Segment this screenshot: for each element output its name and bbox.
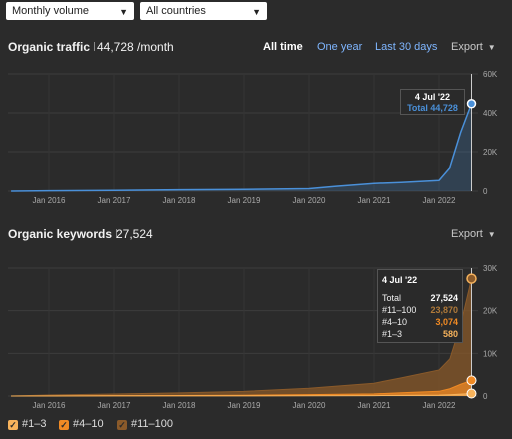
keywords-export-button[interactable]: Export ▼ [451, 228, 496, 240]
tooltip-row-label: #1–3 [382, 329, 403, 339]
traffic-tooltip-total: Total 44,728 [407, 103, 458, 113]
x-tick-label: Jan 2017 [98, 401, 131, 410]
x-tick-label: Jan 2021 [358, 401, 391, 410]
traffic-value: 44,728 /month [97, 40, 174, 54]
chevron-down-icon: ▼ [119, 7, 128, 17]
x-tick-label: Jan 2020 [293, 401, 326, 410]
x-tick-label: Jan 2016 [33, 196, 66, 205]
tooltip-row-value: 580 [442, 329, 458, 339]
caret-down-icon: ▼ [487, 230, 496, 239]
tooltip-row-value: 27,524 [430, 293, 458, 303]
series-11-100-line [11, 278, 472, 397]
series-1-3-line [11, 393, 472, 397]
series-1-3-area [11, 393, 472, 396]
tooltip-row-label: Total [382, 293, 402, 303]
point-total [466, 273, 477, 284]
traffic-tooltip: 4 Jul '22 Total 44,728 [400, 89, 465, 115]
country-select-label: All countries [146, 5, 206, 17]
caret-down-icon: ▼ [487, 43, 496, 52]
traffic-export-button[interactable]: Export ▼ [451, 41, 496, 53]
x-tick-label: Jan 2022 [423, 401, 456, 410]
keywords-tooltip: 4 Jul '22 Total 27,524 #11–100 23,870 #4–10 3… [377, 269, 463, 343]
x-tick-label: Jan 2018 [163, 401, 196, 410]
x-tick-label: Jan 2019 [228, 196, 261, 205]
y-tick-label: 30K [483, 264, 498, 273]
keywords-tooltip-date: 4 Jul '22 [382, 275, 418, 285]
tooltip-row-value: 3,074 [435, 317, 458, 327]
x-tick-label: Jan 2018 [163, 196, 196, 205]
checkbox-icon: ✓ [59, 420, 69, 430]
volume-select-label: Monthly volume [12, 5, 90, 17]
keywords-value: 27,524 [116, 227, 153, 241]
point-4-10 [466, 375, 477, 386]
legend-item-top100[interactable]: ✓ #11–100 [117, 418, 174, 430]
y-tick-label: 0 [483, 187, 488, 196]
country-select[interactable]: All countries ▼ [140, 2, 267, 20]
y-tick-label: 20K [483, 148, 498, 157]
y-tick-label: 40K [483, 109, 498, 118]
x-tick-label: Jan 2022 [423, 196, 456, 205]
legend-item-top10[interactable]: ✓ #4–10 [59, 418, 104, 430]
tab-one-year[interactable]: One year [317, 41, 363, 53]
series-4-10-area [11, 380, 472, 396]
traffic-chart: 0 20K 40K 60K Jan 2016 Jan 2017 Jan 2018 Jan 20… [8, 70, 498, 205]
checkbox-icon: ✓ [117, 420, 127, 430]
y-tick-label: 60K [483, 70, 498, 79]
tooltip-row-label: #4–10 [382, 317, 408, 327]
traffic-title: Organic traffic [8, 40, 98, 54]
keywords-chart: 0 10K 20K 30K Jan 2016 Jan 2017 Jan 2018 Jan 20… [8, 264, 498, 410]
tab-all-time[interactable]: All time [263, 41, 303, 53]
series-11-100-area [11, 278, 472, 396]
info-icon [116, 229, 120, 238]
x-tick-label: Jan 2020 [293, 196, 326, 205]
traffic-area [11, 103, 472, 191]
traffic-tooltip-date: 4 Jul '22 [414, 92, 451, 102]
x-tick-label: Jan 2017 [98, 196, 131, 205]
tooltip-row-label: #11–100 [382, 305, 417, 315]
x-tick-label: Jan 2019 [228, 401, 261, 410]
chevron-down-icon: ▼ [252, 7, 261, 17]
tooltip-row-value: 23,870 [430, 305, 458, 315]
checkbox-icon: ✓ [8, 420, 18, 430]
volume-select[interactable]: Monthly volume ▼ [6, 2, 134, 20]
info-icon [94, 42, 98, 51]
keywords-title: Organic keywords [8, 227, 120, 241]
y-tick-label: 10K [483, 349, 498, 358]
tab-last-30-days[interactable]: Last 30 days [375, 41, 438, 53]
x-tick-label: Jan 2016 [33, 401, 66, 410]
x-tick-label: Jan 2021 [358, 196, 391, 205]
traffic-point [466, 99, 477, 109]
legend-item-top3[interactable]: ✓ #1–3 [8, 418, 47, 430]
traffic-line [11, 103, 473, 192]
y-tick-label: 0 [483, 392, 488, 401]
y-tick-label: 20K [483, 307, 498, 316]
point-1-3 [466, 388, 477, 399]
